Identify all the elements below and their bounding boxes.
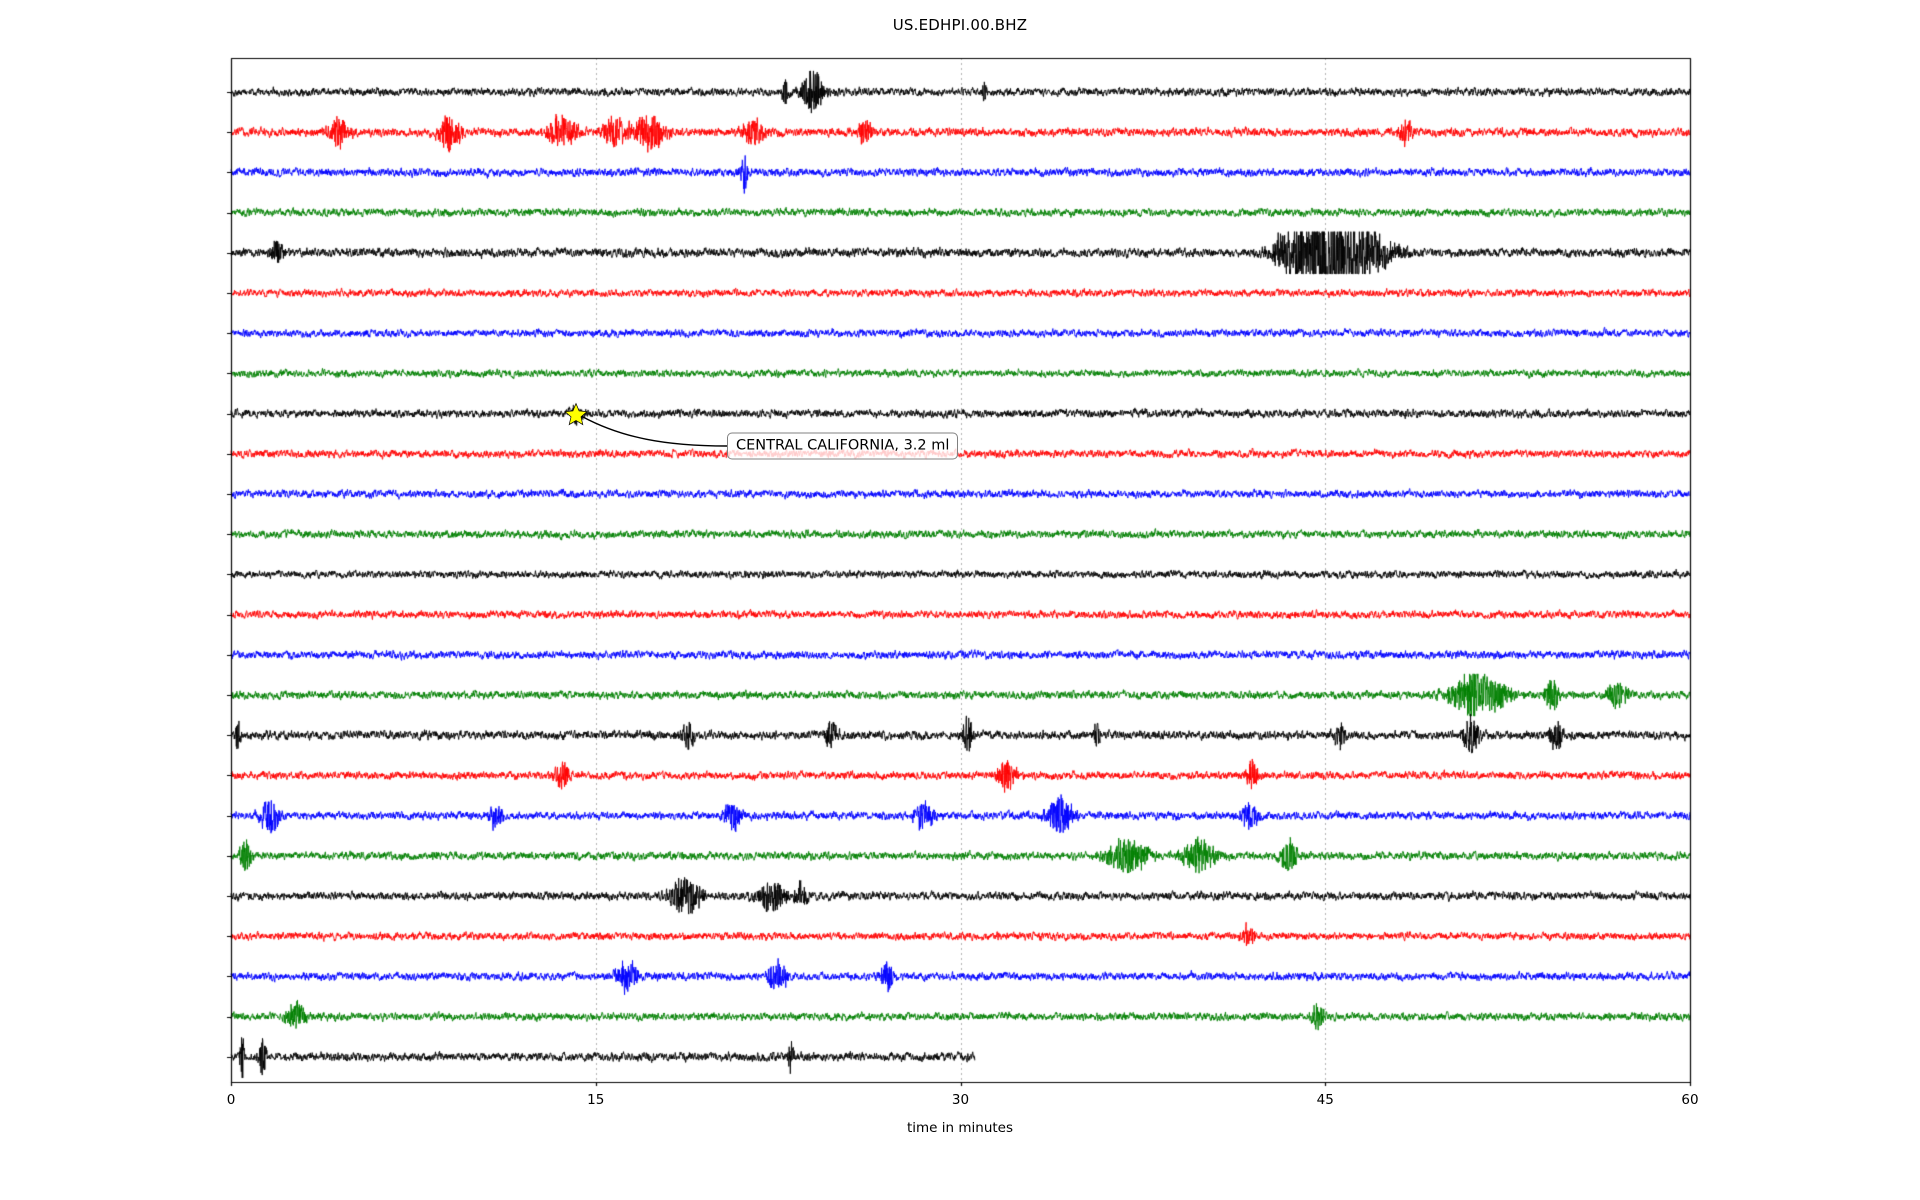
x-axis-tick-label: 45 bbox=[1316, 1092, 1334, 1108]
x-axis-tick-label: 15 bbox=[587, 1092, 605, 1108]
x-axis-tick-label: 60 bbox=[1681, 1092, 1699, 1108]
x-axis-label: time in minutes bbox=[906, 1120, 1014, 1136]
x-axis-tick-label: 0 bbox=[226, 1092, 236, 1108]
y-axis-tick-labels: 00:00:1001:00:1002:00:1003:00:1004:00:10… bbox=[0, 0, 212, 1200]
x-axis-tick-label: 30 bbox=[951, 1092, 970, 1108]
event-annotation-label[interactable]: CENTRAL CALIFORNIA, 3.2 ml bbox=[727, 432, 959, 460]
